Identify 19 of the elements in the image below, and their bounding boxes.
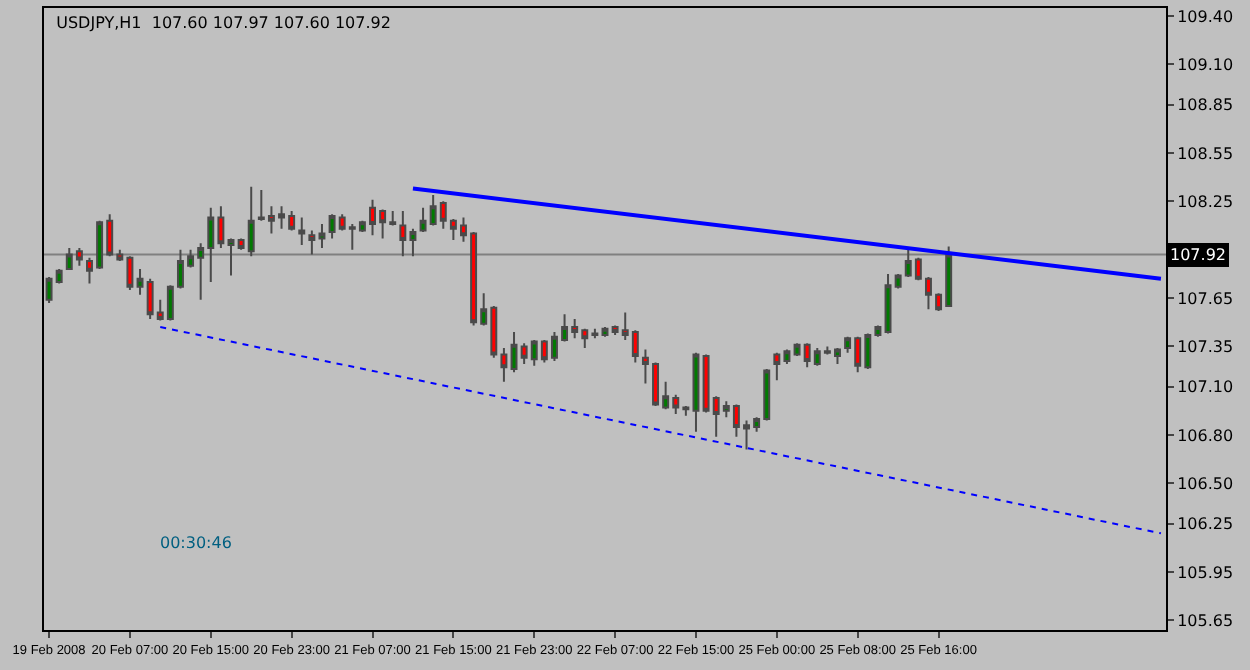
- candlestick: [318, 222, 326, 250]
- chart-title: USDJPY,H1 107.60 107.97 107.60 107.92: [56, 13, 391, 32]
- y-tick-label: 109.10: [1177, 56, 1234, 74]
- y-tick-label: 107.35: [1177, 338, 1234, 356]
- y-tick-label: 106.50: [1177, 474, 1234, 493]
- candlestick: [692, 351, 700, 433]
- y-tick-label: 108.55: [1177, 144, 1234, 163]
- y-tick-label: 108.25: [1177, 192, 1234, 211]
- y-tick-label: 107.65: [1177, 289, 1234, 308]
- y-tick-label: 108.85: [1177, 96, 1234, 115]
- annotation: 00:30:46: [160, 534, 232, 552]
- ref-line-label: 107.92: [1170, 246, 1226, 264]
- y-tick-label: 107.10: [1177, 378, 1234, 397]
- y-tick-label: 106.80: [1177, 426, 1234, 445]
- y-tick-label: 106.25: [1177, 515, 1234, 534]
- y-tick-label: 105.95: [1177, 563, 1234, 582]
- candlestick: [227, 237, 235, 277]
- y-tick-label: 105.65: [1177, 611, 1234, 630]
- y-tick-label: 109.40: [1177, 7, 1234, 26]
